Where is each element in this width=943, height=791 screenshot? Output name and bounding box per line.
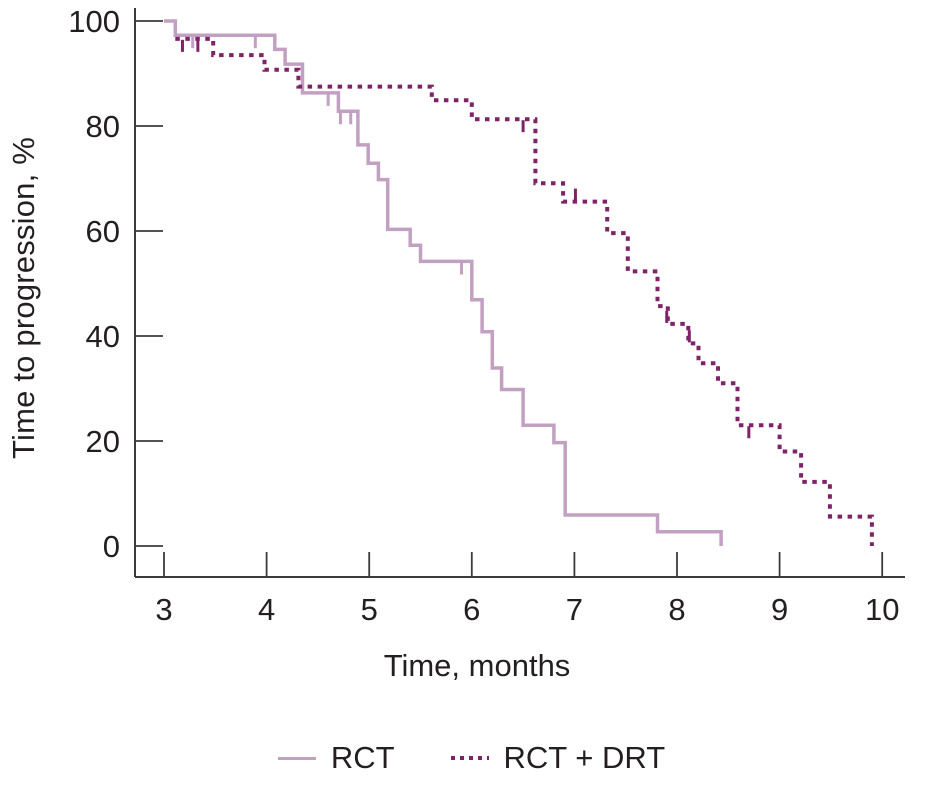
legend-swatch-solid-line	[277, 756, 316, 760]
y-tick-label: 60	[86, 214, 120, 249]
y-tick-label: 40	[86, 319, 120, 354]
legend: RCT RCT + DRT	[0, 740, 943, 776]
x-tick-label: 9	[771, 592, 788, 627]
x-axis-label: Time, months	[383, 648, 571, 683]
y-tick-label: 80	[86, 109, 120, 144]
x-tick-label: 10	[865, 592, 899, 627]
x-tick-label: 4	[258, 592, 275, 627]
legend-label-rct: RCT	[330, 740, 395, 775]
y-axis-label: Time to progression, %	[6, 137, 41, 459]
series-curve-rct	[164, 19, 723, 546]
y-tick-label: 20	[86, 424, 120, 459]
x-tick-label: 6	[463, 592, 480, 627]
legend-swatch-dashed-line	[450, 756, 489, 760]
x-tick-label: 8	[668, 592, 685, 627]
y-tick-label: 0	[103, 529, 120, 564]
x-tick-label: 7	[566, 592, 583, 627]
legend-item-rct-drt: RCT + DRT	[450, 740, 666, 776]
x-tick-label: 3	[155, 592, 172, 627]
x-tick-label: 5	[361, 592, 378, 627]
y-tick-label: 100	[68, 4, 120, 39]
series-curve-rct-drt	[175, 36, 874, 546]
legend-label-rct-drt: RCT + DRT	[503, 740, 666, 775]
legend-item-rct: RCT	[277, 740, 395, 776]
